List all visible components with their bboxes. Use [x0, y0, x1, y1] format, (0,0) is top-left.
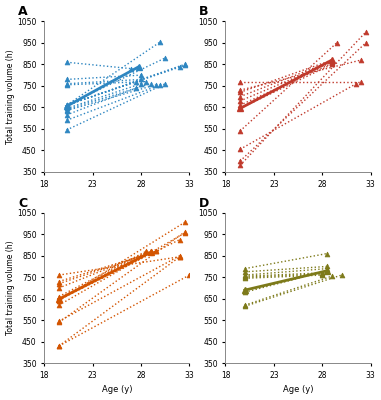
- Text: B: B: [199, 5, 209, 18]
- Text: C: C: [18, 197, 27, 210]
- X-axis label: Age (y): Age (y): [102, 386, 132, 394]
- Text: A: A: [18, 5, 28, 18]
- Y-axis label: Total training volume (h): Total training volume (h): [6, 241, 14, 335]
- Text: D: D: [199, 197, 210, 210]
- Y-axis label: Total training volume (h): Total training volume (h): [6, 49, 14, 144]
- X-axis label: Age (y): Age (y): [283, 386, 313, 394]
